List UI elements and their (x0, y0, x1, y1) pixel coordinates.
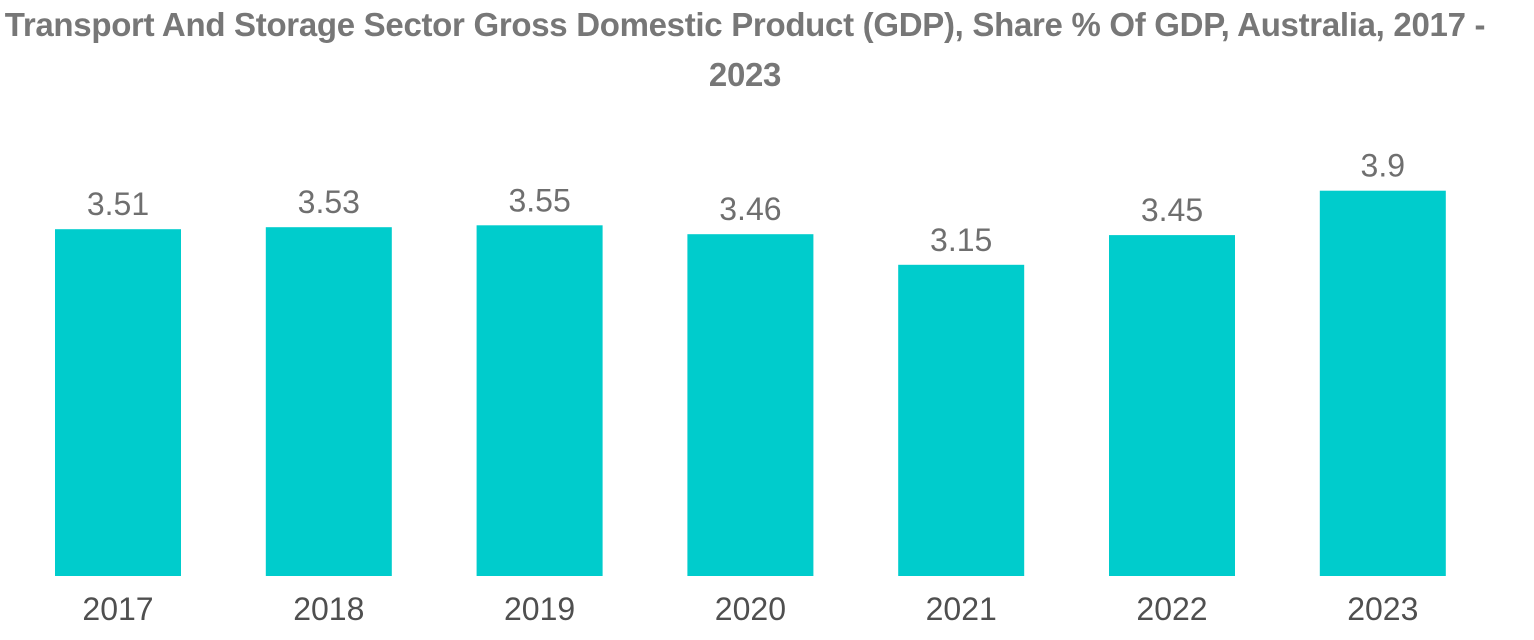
x-tick-label-2023: 2023 (1347, 591, 1418, 627)
bars-group (55, 190, 1446, 577)
x-tick-label-2022: 2022 (1136, 591, 1207, 627)
value-label-2022: 3.45 (1141, 192, 1203, 228)
value-labels-group: 3.51 3.53 3.55 3.46 3.15 3.45 3.9 (87, 148, 1405, 258)
x-tick-label-2019: 2019 (504, 591, 575, 627)
bar-2017 (55, 229, 181, 576)
bar-2023 (1319, 190, 1446, 576)
x-axis-ticks-group: 2017 2018 2019 2020 2021 2022 2023 (82, 591, 1418, 627)
bar-2021 (898, 264, 1025, 576)
x-tick-label-2018: 2018 (293, 591, 364, 627)
value-label-2021: 3.15 (930, 222, 992, 258)
bar-2018 (265, 227, 392, 576)
chart-title: Transport And Storage Sector Gross Domes… (4, 6, 1486, 93)
x-tick-label-2021: 2021 (926, 591, 997, 627)
value-label-2020: 3.46 (719, 191, 781, 227)
x-tick-label-2020: 2020 (715, 591, 786, 627)
bar-2019 (476, 225, 603, 577)
bar-2022 (1109, 235, 1235, 576)
value-label-2017: 3.51 (87, 186, 149, 222)
value-label-2023: 3.9 (1361, 148, 1405, 184)
bar-2020 (687, 234, 814, 576)
value-label-2018: 3.53 (298, 184, 360, 220)
value-label-2019: 3.55 (508, 182, 570, 218)
x-tick-label-2017: 2017 (82, 591, 153, 627)
